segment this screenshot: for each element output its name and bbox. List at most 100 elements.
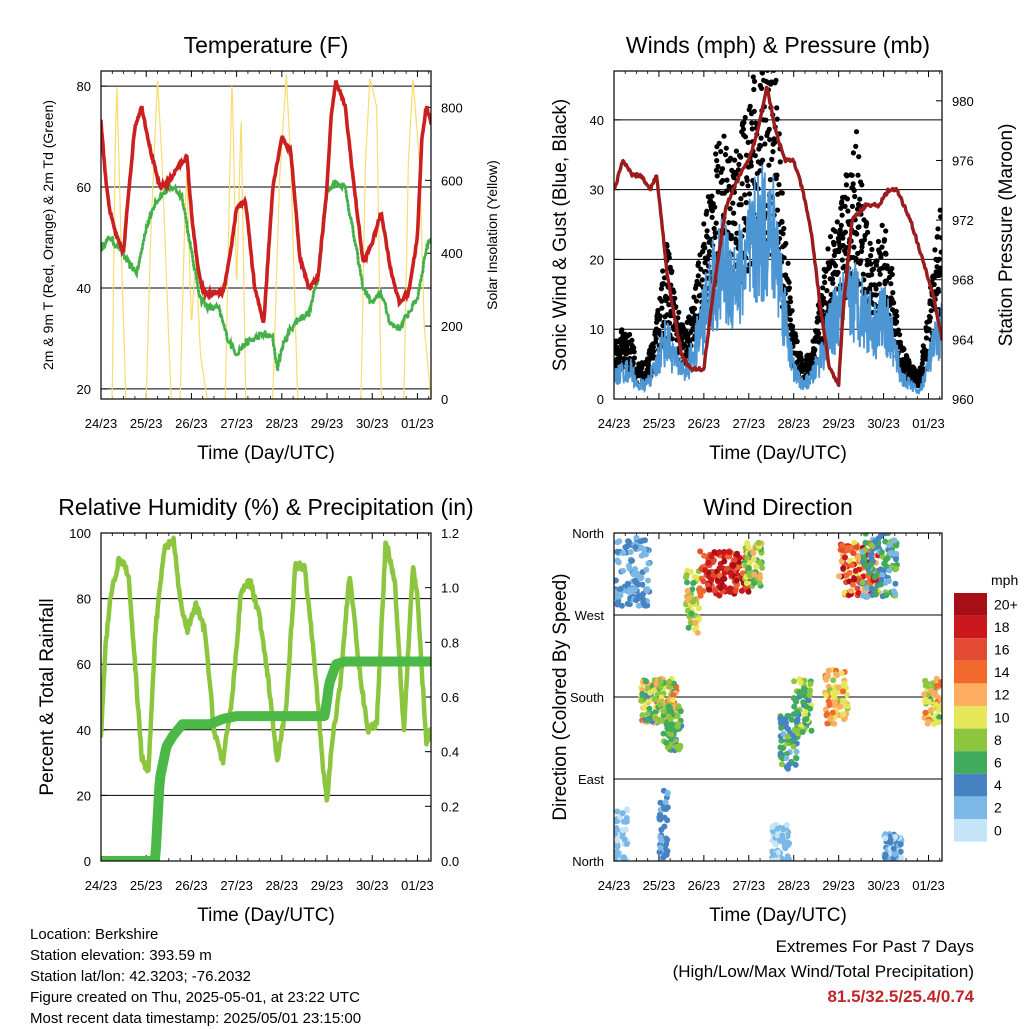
gust-point	[842, 203, 848, 209]
humidity-series	[101, 535, 431, 861]
legend-swatch	[954, 773, 987, 797]
direction-point	[886, 567, 893, 574]
direction-point	[938, 696, 942, 703]
direction-point	[745, 544, 752, 551]
direction-point	[847, 557, 854, 564]
gust-point	[631, 349, 637, 355]
humidity-y2tick-label: 0.2	[441, 799, 459, 814]
temperature-xtick-label: 28/23	[266, 416, 299, 431]
gust-point	[724, 177, 730, 183]
direction-point	[694, 629, 701, 636]
humidity-xlabel: Time (Day/UTC)	[197, 905, 335, 926]
direction-point	[778, 761, 785, 768]
gust-point	[936, 256, 942, 262]
direction-point	[797, 679, 804, 686]
temperature-ytick-label: 80	[77, 79, 91, 94]
direction-point	[661, 823, 668, 830]
gust-point	[767, 60, 772, 65]
direction-point	[772, 841, 779, 848]
direction-point	[638, 544, 645, 551]
gust-point	[758, 135, 764, 141]
direction-point	[644, 577, 651, 584]
legend-swatch	[954, 796, 987, 819]
direction-point	[796, 689, 803, 696]
gust-point	[693, 298, 700, 304]
direction-point	[755, 539, 762, 546]
gust-point	[879, 244, 885, 250]
direction-point	[660, 708, 667, 715]
gust-point	[676, 309, 682, 315]
direction-point	[842, 554, 848, 561]
gust-point	[876, 281, 883, 287]
gust-point	[751, 86, 757, 93]
direction-point	[633, 534, 640, 541]
gust-point	[726, 220, 732, 226]
elevation-text: Station elevation: 393.59 m	[30, 947, 212, 964]
direction-point	[840, 688, 846, 695]
direction-point	[620, 854, 627, 861]
gust-point	[747, 103, 753, 109]
solar-insolation-line	[101, 74, 431, 399]
direction-point	[656, 849, 663, 856]
direction-point	[935, 719, 942, 726]
direction-point	[921, 691, 928, 698]
gust-point	[730, 200, 736, 206]
direction-point	[836, 573, 843, 580]
gust-point	[830, 280, 836, 286]
direction-point	[788, 716, 795, 723]
direction-point	[931, 720, 937, 727]
legend-label: 0	[994, 822, 1002, 838]
direction-point	[623, 841, 630, 847]
direction-point	[833, 671, 839, 678]
direction-point	[782, 845, 789, 852]
direction-point	[891, 851, 898, 858]
direction-point	[751, 571, 758, 578]
gust-point	[684, 350, 690, 356]
temperature-xlabel: Time (Day/UTC)	[197, 443, 335, 464]
gust-point	[758, 143, 764, 149]
gust-point	[631, 355, 638, 361]
gust-point	[627, 331, 633, 338]
gust-point	[764, 71, 770, 73]
direction-point	[705, 559, 712, 566]
gust-point	[696, 281, 702, 287]
direction-point	[877, 581, 884, 588]
direction-point	[660, 854, 667, 861]
direction-point	[753, 563, 760, 570]
gust-point	[857, 196, 863, 202]
direction-point	[878, 577, 885, 583]
legend-swatch	[954, 728, 987, 752]
gust-point	[726, 183, 732, 189]
gust-point	[870, 266, 877, 272]
direction-point	[632, 586, 639, 593]
direction-point	[692, 619, 699, 626]
gust-point	[767, 137, 773, 143]
direction-point	[622, 544, 629, 551]
direction-xtick-label: 26/23	[688, 878, 721, 893]
gust-point	[655, 307, 661, 314]
extremes-box: Extremes For Past 7 Days (High/Low/Max W…	[673, 934, 974, 1009]
direction-point	[730, 562, 737, 569]
gust-point	[859, 182, 865, 188]
gust-point	[691, 306, 698, 312]
gust-point	[861, 237, 868, 243]
gust-point	[740, 126, 747, 132]
extremes-title: Extremes For Past 7 Days	[775, 937, 974, 956]
direction-point	[782, 716, 788, 723]
gust-point	[851, 244, 857, 250]
gust-point	[771, 71, 777, 73]
direction-point	[712, 587, 719, 593]
direction-point	[778, 737, 785, 744]
direction-point	[848, 562, 855, 569]
direction-point	[726, 549, 733, 556]
gust-point	[728, 155, 734, 161]
direction-point	[618, 602, 625, 609]
direction-point	[803, 703, 810, 710]
direction-point	[642, 537, 648, 544]
gust-point	[834, 219, 840, 225]
gust-point	[840, 242, 846, 249]
direction-point	[777, 720, 784, 726]
direction-point	[630, 571, 637, 578]
direction-point	[778, 724, 785, 731]
direction-point	[835, 684, 842, 691]
